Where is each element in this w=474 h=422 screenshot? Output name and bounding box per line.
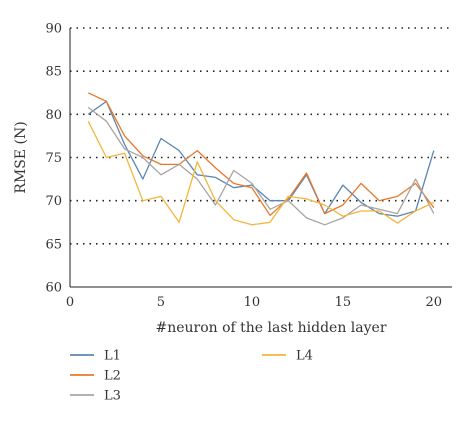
series-line-l1 bbox=[87, 100, 435, 217]
x-tick-label-20: 20 bbox=[426, 295, 443, 310]
legend-label-l3: L3 bbox=[104, 389, 121, 404]
y-tick-label-85: 85 bbox=[45, 65, 62, 80]
y-tick-label-70: 70 bbox=[45, 194, 62, 209]
y-tick-label-80: 80 bbox=[45, 108, 62, 123]
series-line-l3 bbox=[87, 106, 435, 226]
x-tick-label-0: 0 bbox=[66, 295, 74, 310]
legend-label-l2: L2 bbox=[104, 369, 121, 384]
y-axis-title: RMSE (N) bbox=[13, 121, 29, 193]
series-line-l4 bbox=[87, 120, 435, 226]
x-tick-label-10: 10 bbox=[244, 295, 261, 310]
y-tick-label-90: 90 bbox=[45, 22, 62, 37]
x-tick-label-15: 15 bbox=[335, 295, 352, 310]
x-tick-label-5: 5 bbox=[157, 295, 165, 310]
x-axis-title: #neuron of the last hidden layer bbox=[155, 320, 386, 336]
y-tick-label-65: 65 bbox=[45, 237, 62, 252]
y-tick-label-75: 75 bbox=[45, 151, 62, 166]
legend-label-l1: L1 bbox=[104, 349, 121, 364]
series-line-l2 bbox=[87, 92, 435, 216]
y-tick-label-60: 60 bbox=[45, 281, 62, 296]
legend-label-l4: L4 bbox=[296, 349, 313, 364]
